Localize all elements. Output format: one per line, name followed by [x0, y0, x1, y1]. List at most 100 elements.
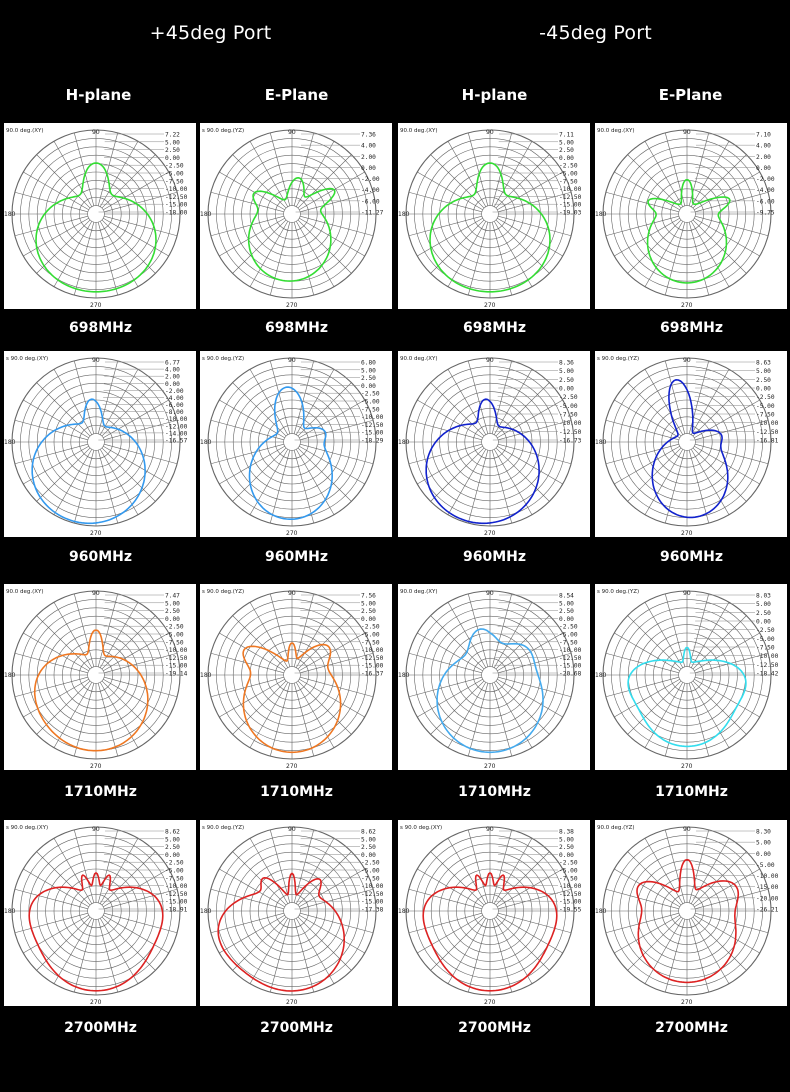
grid-spoke	[694, 678, 760, 718]
grid-spoke	[430, 382, 485, 437]
scale-label: -26.21	[756, 907, 779, 914]
scale-label: 8.54	[559, 593, 574, 600]
grid-spoke	[447, 141, 487, 207]
angle-label-90: 90	[288, 590, 296, 597]
scale-label: 2.50	[559, 147, 574, 154]
scale-label: -2.00	[361, 176, 380, 183]
angle-label-180: 180	[4, 439, 16, 446]
grid-spoke	[498, 419, 572, 441]
scale-label: -7.50	[559, 178, 578, 185]
grid-spoke	[299, 399, 365, 439]
scale-label: -6.00	[756, 198, 775, 205]
frequency-label: 1710MHz	[655, 784, 728, 800]
grid-spoke	[300, 443, 374, 465]
scale-label: -10.00	[361, 647, 384, 654]
grid-spoke	[417, 399, 483, 439]
grid-spoke	[23, 445, 89, 485]
scale-label: -18.29	[361, 438, 384, 445]
radiation-pattern-trace	[636, 858, 740, 984]
grid-spoke	[297, 615, 352, 670]
grid-spoke	[101, 680, 156, 735]
grid-spoke	[23, 678, 89, 718]
angle-label-180: 180	[200, 908, 212, 915]
frequency-label: 2700MHz	[260, 1020, 333, 1036]
scale-label: 2.50	[165, 608, 180, 615]
scale-label: 2.50	[165, 147, 180, 154]
angle-label-180: 180	[595, 439, 607, 446]
grid-spoke	[447, 918, 487, 984]
scale-label: -7.50	[165, 639, 184, 646]
grid-spoke	[36, 447, 91, 502]
plot-corner-label: s 90.0 deg.(YZ)	[202, 589, 244, 595]
scale-label: 5.00	[756, 368, 771, 375]
scale-label: 2.50	[559, 377, 574, 384]
polar-plot-panel: 8.03 5.00 2.50 0.00 -2.50 -5.00 -7.50 -10.00 -12…	[595, 584, 787, 770]
scale-label: 5.00	[756, 601, 771, 608]
polar-plot-panel: 7.56 5.00 2.50 0.00 -2.50 -5.00 -7.50 -10.00 -12…	[200, 584, 392, 770]
angle-label-180: 180	[4, 672, 16, 679]
grid-spoke	[249, 141, 289, 207]
grid-spoke	[497, 678, 563, 718]
plot-corner-label: 90.0 deg.(YZ)	[597, 825, 635, 831]
grid-spoke	[14, 652, 88, 674]
scale-label: -2.50	[361, 624, 380, 631]
angle-label-90: 90	[486, 129, 494, 136]
scale-label: -12.50	[559, 194, 582, 201]
radiation-pattern-trace	[217, 872, 345, 992]
scale-label: 2.50	[361, 844, 376, 851]
angle-label-90: 90	[683, 129, 691, 136]
scale-label: -20.68	[559, 671, 582, 678]
scale-label: 2.00	[165, 374, 180, 381]
scale-label: -15.00	[559, 202, 582, 209]
radiation-pattern-trace	[33, 629, 149, 752]
grid-spoke	[249, 602, 289, 668]
grid-spoke	[210, 215, 284, 237]
grid-ring	[678, 433, 696, 451]
grid-spoke	[73, 360, 95, 434]
grid-spoke	[97, 829, 119, 903]
grid-spoke	[627, 680, 682, 735]
radiation-pattern-trace	[627, 646, 747, 748]
scale-label: -18.91	[165, 907, 188, 914]
grid-spoke	[232, 615, 287, 670]
scale-label: 7.47	[165, 593, 180, 600]
grid-spoke	[269, 829, 291, 903]
scale-label: -16.57	[165, 438, 188, 445]
grid-ring	[481, 433, 499, 451]
grid-spoke	[300, 419, 374, 441]
grid-spoke	[99, 221, 139, 287]
grid-spoke	[627, 447, 682, 502]
grid-spoke	[97, 593, 119, 667]
grid-spoke	[269, 222, 291, 296]
grid-spoke	[36, 154, 91, 209]
frequency-label: 960MHz	[462, 549, 527, 565]
polar-plot: 8.625.002.500.00-2.50-5.00-7.50-10.00-12…	[4, 825, 188, 1006]
angle-label-90: 90	[92, 826, 100, 833]
scale-label: -5.00	[165, 868, 184, 875]
scale-label: -16.73	[559, 438, 582, 445]
frequency-label: 1710MHz	[260, 784, 333, 800]
grid-spoke	[614, 632, 680, 672]
scale-label: -7.50	[559, 639, 578, 646]
scale-label: 7.56	[361, 593, 376, 600]
grid-spoke	[219, 632, 285, 672]
grid-spoke	[644, 141, 684, 207]
grid-spoke	[104, 652, 178, 674]
scale-label: -7.50	[756, 412, 775, 419]
scale-label: 4.00	[165, 367, 180, 374]
grid-spoke	[690, 221, 730, 287]
grid-spoke	[694, 217, 760, 257]
grid-spoke	[103, 678, 169, 718]
grid-spoke	[300, 191, 374, 213]
polar-plot-panel: 6.77 4.00 2.00 0.00 -2.00 -4.00 -6.00 -8.00 -10.…	[4, 351, 196, 537]
grid-spoke	[232, 447, 287, 502]
grid-spoke	[293, 360, 315, 434]
grid-spoke	[447, 369, 487, 435]
grid-spoke	[695, 191, 769, 213]
grid-spoke	[249, 369, 289, 435]
scale-label: 8.30	[756, 829, 771, 836]
grid-spoke	[36, 680, 91, 735]
grid-spoke	[73, 683, 95, 757]
grid-spoke	[293, 919, 315, 993]
grid-spoke	[498, 888, 572, 910]
